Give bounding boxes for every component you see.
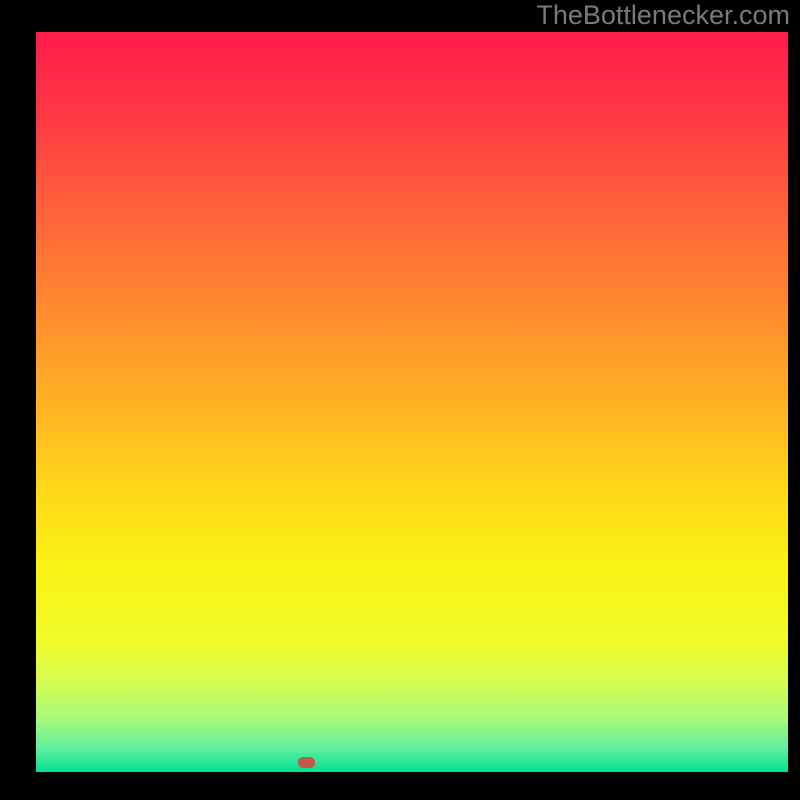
minimum-marker: [298, 757, 315, 768]
watermark-text: TheBottlenecker.com: [536, 0, 790, 31]
chart-frame: TheBottlenecker.com: [0, 0, 800, 800]
plot-area: [36, 32, 788, 772]
